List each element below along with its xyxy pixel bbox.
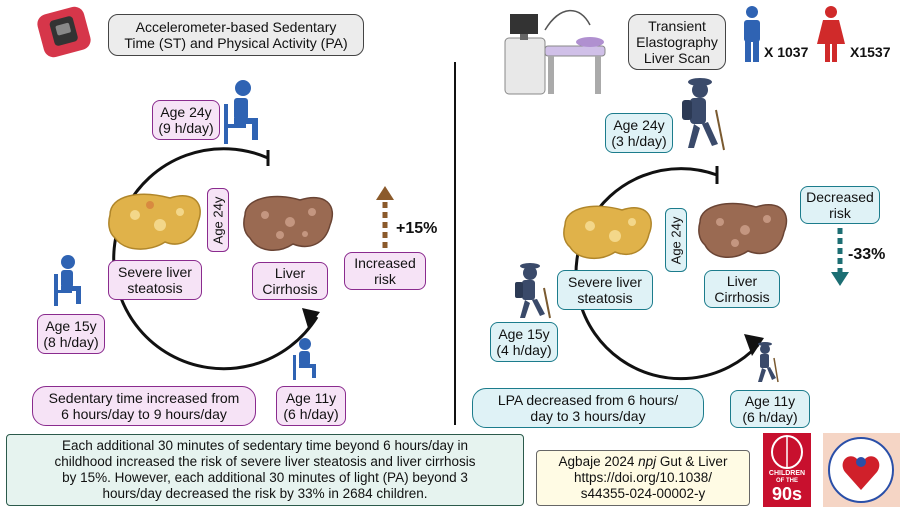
right-age24-line1: Age 24y	[613, 117, 665, 133]
right-steatosis-line2: steatosis	[577, 290, 633, 306]
left-steatosis-line2: steatosis	[127, 280, 183, 296]
male-icon	[744, 6, 760, 62]
logo-line2: OF THE	[776, 478, 798, 484]
citation-author: Agbaje 2024	[558, 454, 635, 469]
left-age15-line1: Age 15y	[45, 318, 97, 334]
left-steatosis-label: Severe liver steatosis	[108, 260, 202, 300]
right-summary-line1: LPA decreased from 6 hours/	[497, 392, 679, 408]
right-age24-line2: (3 h/day)	[611, 133, 667, 149]
left-risk-change: +15%	[396, 220, 438, 237]
citation-box: Agbaje 2024 npj Gut & Liver https://doi.…	[536, 450, 750, 506]
right-age11-label: Age 11y (6 h/day)	[730, 390, 810, 428]
right-risk-label: Decreased risk	[800, 186, 880, 224]
left-summary-line2: 6 hours/day to 9 hours/day	[61, 406, 227, 422]
left-cirrhosis-label: Liver Cirrhosis	[252, 262, 328, 300]
left-cirrhosis-line1: Liver	[274, 265, 306, 281]
left-age11-label: Age 11y (6 h/day)	[276, 386, 346, 426]
ultrasound-machine-icon	[504, 9, 606, 95]
right-cirrhosis-line2: Cirrhosis	[714, 289, 770, 305]
right-steatosis-line1: Severe liver	[568, 274, 642, 290]
citation-title: Gut & Liver	[656, 454, 728, 469]
right-age11-line2: (6 h/day)	[742, 409, 798, 425]
fatty-liver-icon	[563, 205, 652, 259]
cirrhotic-liver-icon	[698, 202, 788, 258]
left-risk-label: Increased risk	[344, 252, 426, 290]
conclusion-line2: childhood increased the risk of severe l…	[54, 454, 476, 469]
left-cycle-arrow	[112, 147, 319, 371]
left-summary-box: Sedentary time increased from 6 hours/da…	[32, 386, 256, 426]
right-title-line2: Elastography	[636, 34, 718, 50]
citation-journal: npj	[638, 454, 657, 469]
left-risk-line2: risk	[374, 271, 396, 287]
logo-line1: CHILDREN	[768, 470, 806, 477]
hiker-icon	[515, 263, 551, 319]
female-count: X1537	[850, 44, 891, 60]
hiker-icon	[682, 78, 725, 151]
left-age24-label: Age 24y (9 h/day)	[152, 100, 220, 140]
children-of-90s-logo: CHILDREN OF THE 90s	[763, 470, 811, 503]
left-age24-line2: (9 h/day)	[158, 120, 214, 136]
left-cycle-head	[302, 308, 320, 328]
heart-logo-icon	[823, 433, 900, 507]
left-risk-line1: Increased	[354, 255, 416, 271]
left-summary-line1: Sedentary time increased from	[48, 390, 240, 406]
left-age24-line1: Age 24y	[160, 104, 212, 120]
left-vertical-age: Age 24y	[207, 188, 229, 252]
arrow-up-icon	[376, 186, 394, 248]
right-age11-line1: Age 11y	[744, 393, 796, 409]
right-summary-line2: day to 3 hours/day	[530, 408, 646, 424]
accelerometer-icon	[37, 6, 91, 58]
right-age15-label: Age 15y (4 h/day)	[490, 322, 558, 362]
left-age15-label: Age 15y (8 h/day)	[37, 314, 105, 354]
left-steatosis-line1: Severe liver	[118, 264, 192, 280]
right-risk-line2: risk	[829, 205, 851, 221]
right-cirrhosis-line1: Liver	[726, 273, 758, 289]
right-title-line1: Transient	[648, 18, 706, 34]
conclusion-box: Each additional 30 minutes of sedentary …	[6, 434, 524, 506]
citation-url-line2[interactable]: s44355-024-00002-y	[580, 486, 706, 501]
balloon-logo-icon	[763, 433, 811, 507]
cirrhotic-liver-icon	[243, 195, 334, 251]
left-age15-line2: (8 h/day)	[43, 334, 99, 350]
conclusion-line3: by 15%. However, each additional 30 minu…	[62, 470, 468, 485]
left-age11-line2: (6 h/day)	[283, 406, 339, 422]
left-cirrhosis-line2: Cirrhosis	[262, 281, 318, 297]
logo-line3: 90s	[771, 484, 803, 504]
right-risk-change: -33%	[848, 246, 886, 263]
conclusion-line1: Each additional 30 minutes of sedentary …	[61, 438, 468, 453]
right-cirrhosis-label: Liver Cirrhosis	[704, 270, 780, 308]
female-icon	[817, 6, 845, 62]
right-steatosis-label: Severe liver steatosis	[557, 270, 653, 310]
arrow-down-icon	[831, 228, 849, 286]
sitting-person-icon	[54, 255, 81, 306]
right-risk-line1: Decreased	[806, 189, 874, 205]
right-age24-label: Age 24y (3 h/day)	[605, 113, 673, 153]
right-title-line3: Liver Scan	[643, 50, 711, 66]
sitting-person-icon	[293, 338, 316, 380]
left-title-box: Accelerometer-based Sedentary Time (ST) …	[108, 14, 364, 56]
conclusion-line4: hours/day decreased the risk by 33% in 2…	[102, 486, 428, 501]
right-summary-box: LPA decreased from 6 hours/ day to 3 hou…	[472, 388, 704, 428]
right-cycle-head	[744, 334, 764, 356]
right-age15-line2: (4 h/day)	[496, 342, 552, 358]
sitting-person-icon	[224, 80, 258, 144]
male-count: X 1037	[764, 44, 809, 60]
right-age15-line1: Age 15y	[498, 326, 550, 342]
fatty-liver-icon	[108, 193, 201, 250]
left-age11-line1: Age 11y	[285, 390, 337, 406]
right-title-box: Transient Elastography Liver Scan	[628, 14, 726, 70]
left-title-line2: Time (ST) and Physical Activity (PA)	[124, 35, 348, 51]
citation-line1: Agbaje 2024 npj Gut & Liver	[559, 454, 728, 470]
citation-url-line1[interactable]: https://doi.org/10.1038/	[573, 470, 713, 485]
right-vertical-age: Age 24y	[665, 208, 687, 272]
left-title-line1: Accelerometer-based Sedentary	[135, 19, 337, 35]
hiker-icon	[758, 342, 779, 383]
